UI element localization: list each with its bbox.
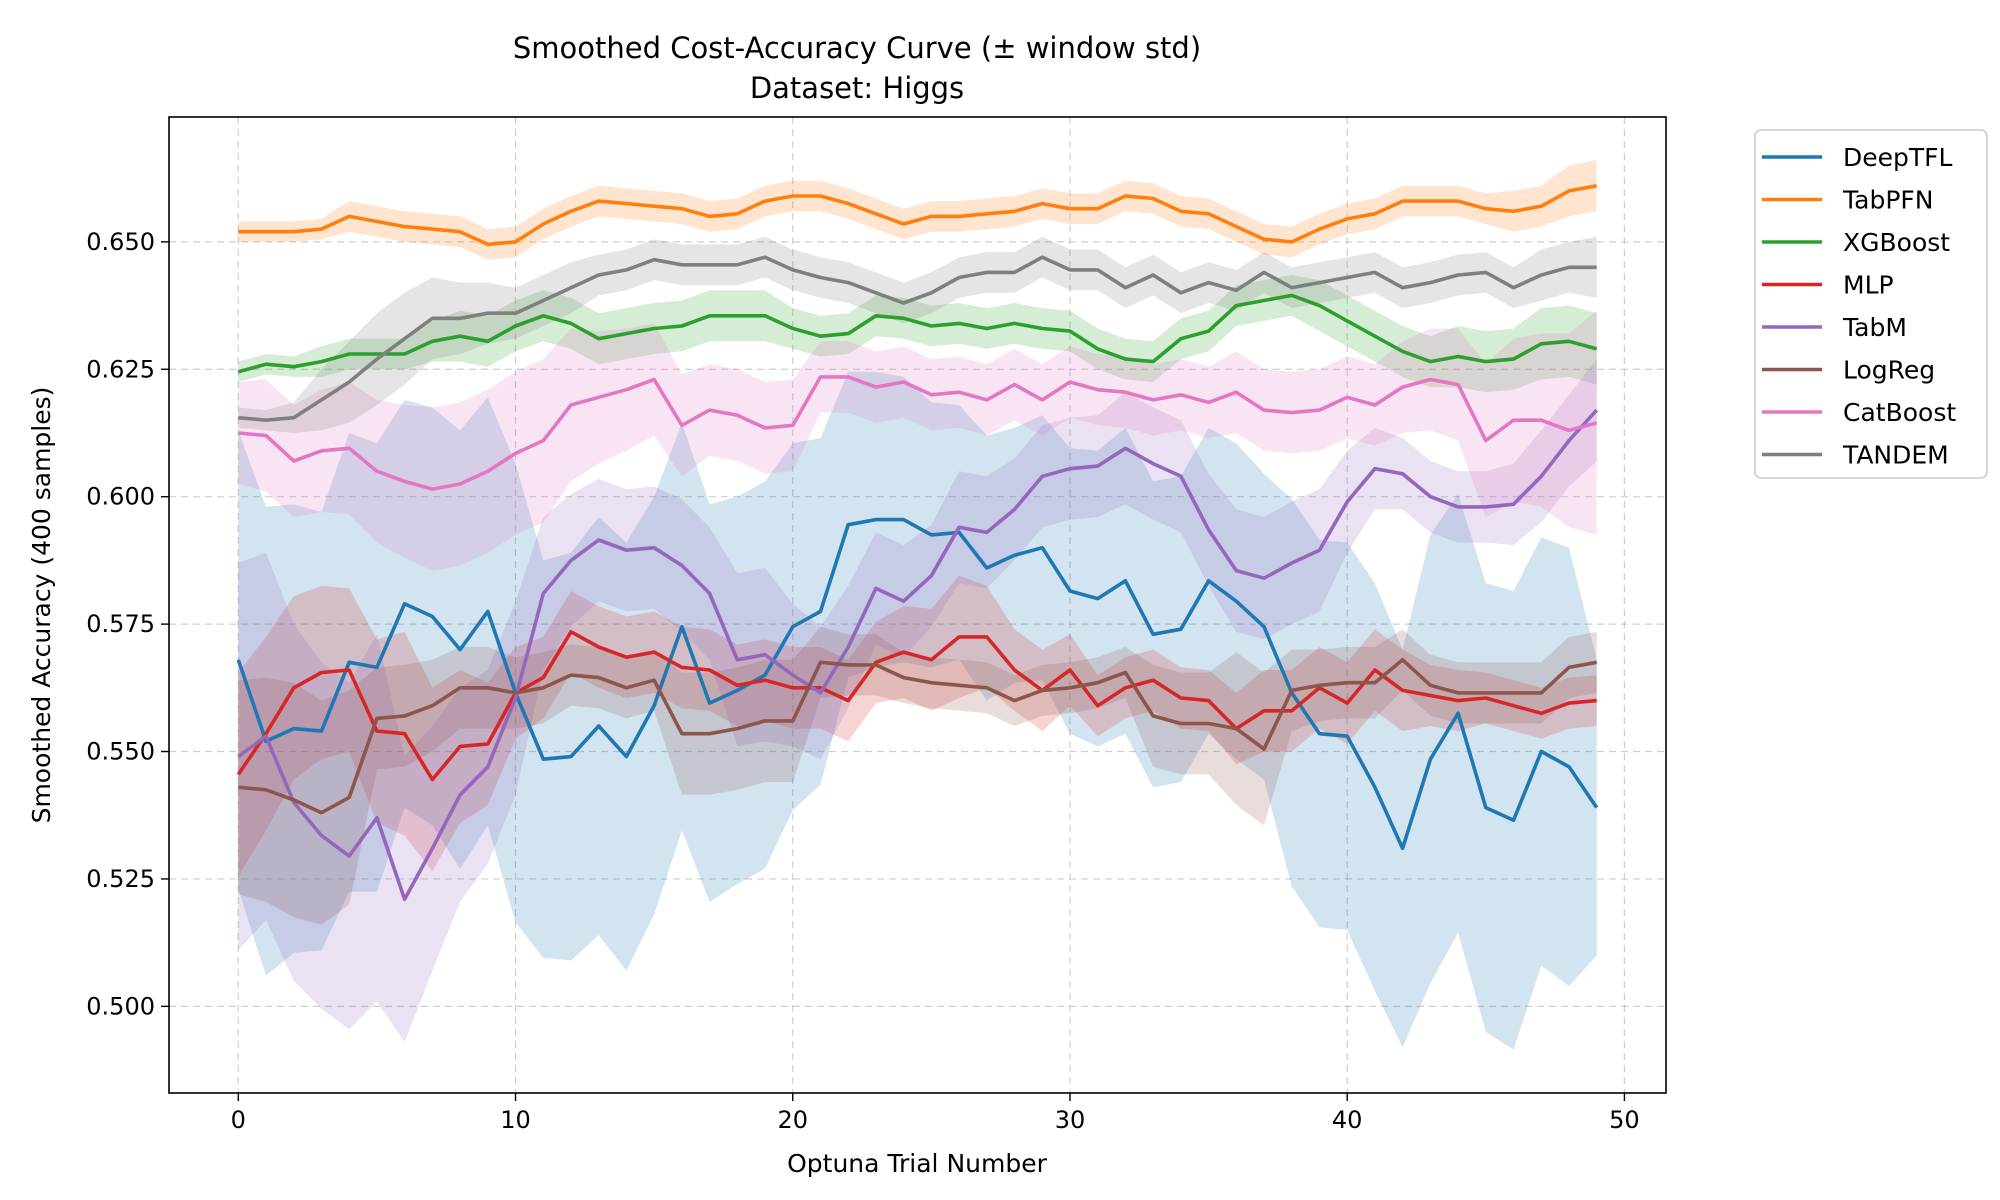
legend: DeepTFL TabPFN XGBoost MLP TabM LogReg CatBoos… [1754,129,1988,479]
grid [169,117,1666,1093]
x-tick-label: 50 [1609,1106,1640,1134]
y-tick-label: 0.500 [86,992,155,1020]
series-line-deeptfl [236,517,1599,851]
x-tick-label: 10 [500,1106,531,1134]
y-tick-label: 0.600 [86,483,155,511]
y-tick-label: 0.550 [86,738,155,766]
legend-label-mlp: MLP [1843,271,1894,300]
series-line-tandem [238,255,1597,423]
legend-label-logreg: LogReg [1843,356,1935,385]
band-xgboost [238,275,1597,393]
band-catboost [238,310,1597,571]
series-line-logreg [238,657,1598,815]
x-tick-label: 0 [231,1106,246,1134]
series-line-tabpfn [238,184,1598,247]
legend-label-xgboost: XGBoost [1843,228,1950,257]
x-tick-label: 40 [1332,1106,1363,1134]
y-tick-label: 0.650 [86,228,155,256]
series-line-catboost [238,375,1598,491]
series-line-tabm [237,408,1599,902]
y-tick-label: 0.575 [86,610,155,638]
series-lines [236,184,1599,902]
legend-frame [1754,129,1988,479]
x-tick-label: 30 [1055,1106,1086,1134]
band-deeptfl [238,371,1597,1050]
legend-label-catboost: CatBoost [1843,398,1956,427]
plot-frame [168,116,1667,1094]
series-line-xgboost [237,293,1598,374]
legend-label-tabpfn: TabPFN [1842,186,1933,215]
y-axis: 0.500 0.525 0.550 0.575 0.600 0.625 0.650 [86,228,169,1020]
band-tabm [238,359,1597,1043]
y-tick-label: 0.625 [86,355,155,383]
x-axis-label: Optuna Trial Number [787,1149,1047,1178]
chart-title: Smoothed Cost-Accuracy Curve (± window s… [513,31,1201,65]
x-axis: 0 10 20 30 40 50 [231,1093,1640,1134]
series-line-mlp [236,629,1597,782]
legend-label-tandem: TANDEM [1842,441,1949,470]
legend-label-tabm: TabM [1842,313,1907,342]
band-mlp [238,575,1597,877]
band-logreg [238,626,1597,925]
legend-label-deeptfl: DeepTFL [1843,143,1953,172]
x-tick-label: 20 [777,1106,808,1134]
y-axis-label: Smoothed Accuracy (400 samples) [27,387,56,824]
y-tick-label: 0.525 [86,865,155,893]
chart-subtitle: Dataset: Higgs [750,71,964,105]
